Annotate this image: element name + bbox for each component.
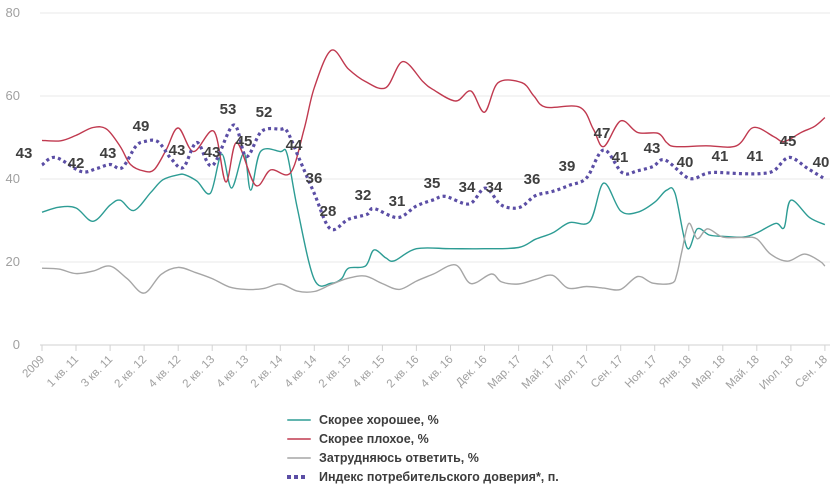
data-point-label: 43 bbox=[169, 142, 186, 159]
x-axis-tick-label: 2 кв. 15 bbox=[317, 354, 354, 391]
legend-label: Индекс потребительского доверия*, п. bbox=[319, 469, 559, 484]
x-axis-tick-label: Май. 18 bbox=[724, 354, 762, 392]
x-axis-tick-label: 1 кв. 11 bbox=[45, 354, 81, 390]
x-axis-tick-label: Сен. 18 bbox=[793, 354, 830, 391]
data-point-label: 52 bbox=[256, 104, 273, 121]
y-axis-tick-label: 40 bbox=[6, 171, 20, 186]
line-swatch-icon bbox=[287, 418, 311, 421]
data-point-label: 43 bbox=[100, 145, 117, 162]
x-axis-tick-label: Сен. 17 bbox=[589, 354, 626, 391]
data-point-label: 34 bbox=[459, 179, 476, 196]
x-axis-tick-label: Дек. 16 bbox=[454, 354, 490, 390]
data-point-label: 31 bbox=[389, 193, 406, 210]
x-axis-tick-label: 4 кв. 12 bbox=[147, 354, 184, 391]
x-axis-tick-label: 2 кв. 13 bbox=[181, 354, 218, 391]
x-axis-tick-label: Июл. 17 bbox=[553, 354, 592, 393]
data-point-label: 35 bbox=[424, 175, 441, 192]
data-point-label: 32 bbox=[355, 187, 372, 204]
x-axis-tick-label: 2 кв. 14 bbox=[249, 353, 286, 390]
y-axis-tick-label: 80 bbox=[6, 5, 20, 20]
y-axis-tick-label: 60 bbox=[6, 88, 20, 103]
line-swatch-icon bbox=[287, 437, 311, 440]
data-point-label: 41 bbox=[747, 148, 764, 165]
x-axis-tick-label: Янв. 18 bbox=[657, 354, 694, 391]
data-point-label: 39 bbox=[559, 158, 576, 175]
legend-item-0[interactable]: Скорее хорошее, % bbox=[287, 410, 559, 429]
data-point-label: 43 bbox=[204, 144, 221, 161]
data-point-label: 36 bbox=[524, 171, 541, 188]
x-axis-tick-label: Мар. 17 bbox=[486, 354, 524, 392]
x-axis-tick-label: 2 кв. 16 bbox=[385, 354, 422, 391]
x-axis-tick-label: Мар. 18 bbox=[690, 354, 728, 392]
chart-legend: Скорее хорошее, % Скорее плохое, % Затрудн… bbox=[287, 410, 559, 486]
data-point-label: 43 bbox=[644, 140, 661, 157]
y-axis-tick-label: 20 bbox=[6, 254, 20, 269]
x-axis-tick-label: 4 кв. 16 bbox=[419, 354, 456, 391]
legend-label: Скорее хорошее, % bbox=[319, 412, 439, 427]
series-line-0 bbox=[41, 147, 826, 287]
series-line-2 bbox=[41, 222, 826, 294]
legend-label: Скорее плохое, % bbox=[319, 431, 429, 446]
data-point-label: 42 bbox=[68, 155, 85, 172]
data-point-label: 40 bbox=[813, 154, 830, 171]
data-point-label: 49 bbox=[133, 118, 150, 135]
series-line-3 bbox=[41, 123, 826, 232]
data-point-label: 44 bbox=[286, 137, 303, 154]
data-point-label: 36 bbox=[306, 170, 323, 187]
x-axis-tick-label: 2009 bbox=[21, 354, 48, 381]
data-point-label: 34 bbox=[486, 179, 503, 196]
data-point-label: 47 bbox=[594, 125, 611, 142]
legend-item-2[interactable]: Затрудняюсь ответить, % bbox=[287, 448, 559, 467]
dotted-line-swatch-icon bbox=[287, 474, 311, 479]
legend-item-3[interactable]: Индекс потребительского доверия*, п. bbox=[287, 467, 559, 486]
data-point-label: 45 bbox=[780, 133, 797, 150]
x-axis-tick-label: 4 кв. 15 bbox=[351, 354, 388, 391]
line-swatch-icon bbox=[287, 456, 311, 459]
data-point-label: 43 bbox=[16, 145, 33, 162]
x-axis-tick-label: 4 кв. 13 bbox=[215, 354, 252, 391]
x-axis-tick-label: 2 кв. 12 bbox=[113, 354, 150, 391]
y-axis-tick-label: 0 bbox=[13, 337, 20, 352]
x-axis-tick-label: Ноя. 17 bbox=[623, 354, 660, 391]
data-point-label: 28 bbox=[320, 203, 337, 220]
data-point-label: 41 bbox=[612, 149, 629, 166]
x-axis-tick-label: 3 кв. 11 bbox=[79, 354, 115, 390]
data-point-label: 41 bbox=[712, 148, 729, 165]
x-axis-tick-label: Май. 17 bbox=[520, 354, 558, 392]
x-axis-tick-label: Июл. 18 bbox=[757, 354, 796, 393]
x-axis-tick-label: 4 кв. 14 bbox=[283, 353, 320, 390]
data-point-label: 45 bbox=[236, 133, 253, 150]
data-point-label: 40 bbox=[677, 154, 694, 171]
legend-label: Затрудняюсь ответить, % bbox=[319, 450, 479, 465]
legend-item-1[interactable]: Скорее плохое, % bbox=[287, 429, 559, 448]
series-line-1 bbox=[41, 49, 826, 187]
data-point-label: 53 bbox=[220, 101, 237, 118]
